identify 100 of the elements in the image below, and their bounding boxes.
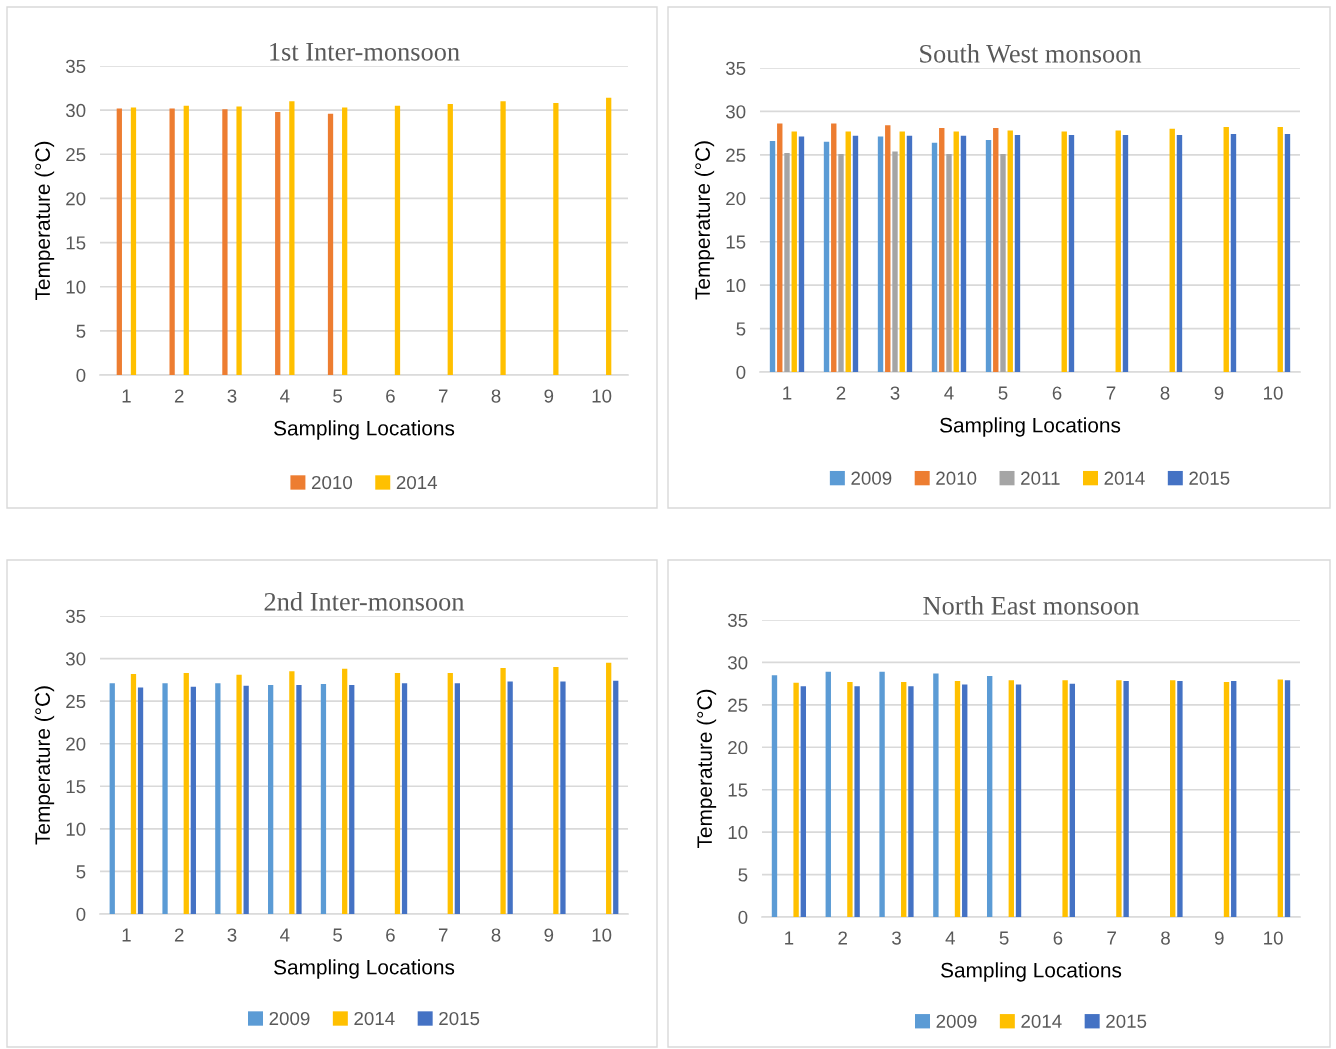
x-tick-label: 6 xyxy=(1052,386,1062,400)
bar xyxy=(1122,134,1129,372)
bar xyxy=(162,683,168,914)
bar xyxy=(885,125,891,372)
legend-label: 2014 xyxy=(1104,471,1145,485)
y-tick-label: 5 xyxy=(76,865,86,879)
bar xyxy=(953,131,959,372)
bar xyxy=(342,668,348,914)
bar xyxy=(500,101,506,375)
bar xyxy=(899,131,905,372)
bar xyxy=(901,681,907,917)
y-tick-label: 25 xyxy=(726,148,746,162)
bar xyxy=(831,123,837,372)
y-tick-label: 10 xyxy=(726,278,746,293)
bar xyxy=(825,671,831,917)
y-tick-label: 20 xyxy=(726,191,746,206)
bar xyxy=(275,111,281,375)
y-tick-label: 5 xyxy=(736,322,746,336)
x-tick-label: 4 xyxy=(280,928,290,942)
x-tick-label: 5 xyxy=(999,931,1009,945)
legend-label: 2010 xyxy=(311,475,353,490)
legend-label: 2015 xyxy=(1106,1014,1147,1028)
x-tick-label: 6 xyxy=(1053,931,1063,945)
x-tick-label: 9 xyxy=(1214,386,1224,400)
x-tick-label: 2 xyxy=(838,931,847,945)
x-tick-label: 2 xyxy=(174,928,184,942)
bar xyxy=(1176,134,1183,372)
x-tick-label: 10 xyxy=(592,928,612,942)
bar xyxy=(985,140,992,372)
x-tick-label: 2 xyxy=(836,386,846,400)
legend-label: 2009 xyxy=(269,1011,310,1026)
y-tick-label: 30 xyxy=(65,652,86,666)
x-axis-title: Sampling Locations xyxy=(941,962,1122,982)
bar xyxy=(169,108,175,375)
x-tick-label: 10 xyxy=(1264,931,1283,945)
y-tick-label: 25 xyxy=(66,147,86,162)
legend-label: 2014 xyxy=(1021,1014,1062,1028)
bar xyxy=(553,103,559,375)
bar xyxy=(507,681,513,914)
bar xyxy=(342,107,348,375)
bar xyxy=(993,127,999,372)
bar xyxy=(771,675,778,917)
y-tick-label: 15 xyxy=(726,235,746,249)
x-tick-label: 6 xyxy=(386,928,395,942)
bar xyxy=(454,683,460,914)
chart-title: 1st Inter-monsoon xyxy=(270,42,460,61)
y-tick-label: 0 xyxy=(76,368,86,382)
bar xyxy=(447,673,453,914)
x-tick-label: 5 xyxy=(333,928,343,942)
bar xyxy=(1007,130,1013,372)
bar xyxy=(1223,681,1230,917)
legend-label: 2011 xyxy=(1021,471,1060,485)
bar xyxy=(236,106,242,375)
bar xyxy=(1062,680,1068,917)
bar xyxy=(823,141,830,372)
bar xyxy=(268,684,274,914)
legend-label: 2014 xyxy=(354,1011,395,1026)
bar xyxy=(931,142,938,372)
bar xyxy=(908,686,914,917)
bar xyxy=(892,151,898,372)
x-tick-label: 4 xyxy=(280,389,290,403)
y-tick-label: 35 xyxy=(725,61,746,75)
bar xyxy=(1069,683,1076,917)
bar xyxy=(939,127,945,372)
bar xyxy=(1061,131,1067,372)
x-axis-title: Sampling Locations xyxy=(274,420,455,440)
bar xyxy=(793,682,799,917)
bar xyxy=(877,136,884,372)
y-tick-label: 15 xyxy=(728,783,748,797)
bar xyxy=(243,685,249,914)
bar xyxy=(1284,134,1291,372)
y-tick-label: 35 xyxy=(727,613,748,627)
bar xyxy=(852,135,859,372)
x-tick-label: 3 xyxy=(890,386,900,400)
bar xyxy=(1231,681,1237,917)
bar xyxy=(777,123,783,372)
y-tick-label: 15 xyxy=(66,236,86,250)
x-tick-label: 3 xyxy=(227,389,237,403)
y-tick-label: 25 xyxy=(66,694,86,709)
bar xyxy=(137,687,144,914)
bar xyxy=(606,662,612,914)
bar xyxy=(1014,134,1021,372)
bar xyxy=(236,674,242,914)
y-tick-label: 0 xyxy=(736,365,746,379)
x-tick-label: 4 xyxy=(944,386,954,400)
x-tick-label: 1 xyxy=(785,931,794,945)
bar xyxy=(946,153,952,372)
bar xyxy=(933,673,939,917)
legend-label: 2010 xyxy=(936,471,977,485)
y-axis-title: Temperature (°C) xyxy=(34,686,55,845)
y-tick-label: 30 xyxy=(727,656,748,670)
bar xyxy=(954,681,961,917)
y-tick-label: 5 xyxy=(76,324,86,338)
y-tick-label: 35 xyxy=(65,609,86,623)
bar xyxy=(1015,684,1022,917)
x-tick-label: 5 xyxy=(333,389,343,403)
x-axis-title: Sampling Locations xyxy=(940,417,1121,437)
bar xyxy=(327,113,334,375)
y-tick-label: 30 xyxy=(725,105,746,119)
bar xyxy=(791,131,797,372)
